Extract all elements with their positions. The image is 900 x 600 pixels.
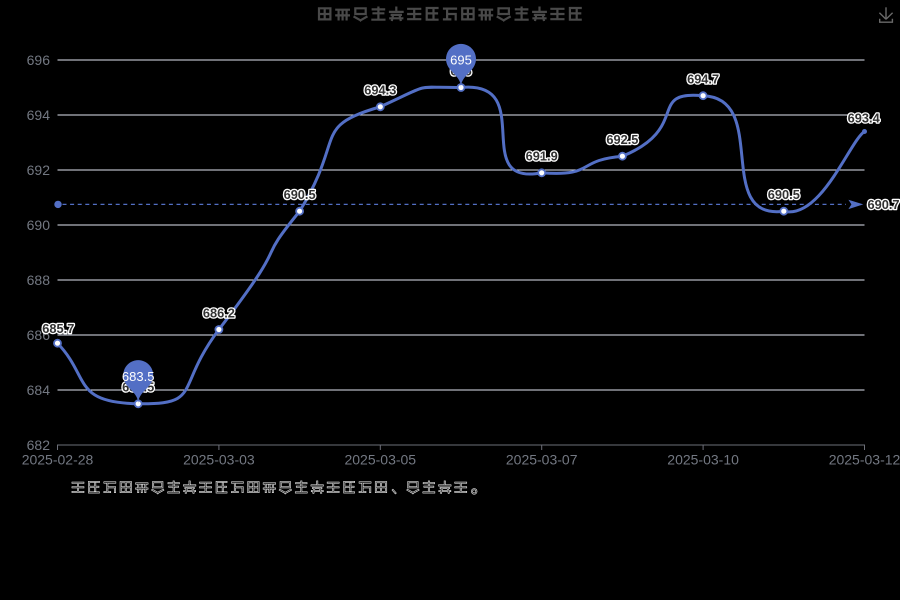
svg-text:694.7: 694.7 [687,72,719,87]
svg-text:690: 690 [27,217,51,233]
svg-text:2025-03-05: 2025-03-05 [344,452,416,468]
svg-text:686: 686 [27,327,51,343]
svg-text:694.3: 694.3 [364,83,396,98]
svg-text:682: 682 [27,437,51,453]
svg-text:683.5: 683.5 [122,369,155,384]
svg-text:684: 684 [27,382,51,398]
svg-text:690.5: 690.5 [284,187,316,202]
svg-text:695: 695 [450,53,472,68]
svg-text:694: 694 [27,107,51,123]
svg-text:685.7: 685.7 [42,321,74,336]
svg-text:691.9: 691.9 [526,149,558,164]
svg-text:688: 688 [27,272,51,288]
svg-text:2025-03-12: 2025-03-12 [829,452,900,468]
svg-text:2025-03-07: 2025-03-07 [506,452,578,468]
svg-text:696: 696 [27,52,51,68]
svg-text:690.5: 690.5 [768,187,800,202]
svg-text:692: 692 [27,162,51,178]
svg-text:2025-02-28: 2025-02-28 [22,452,94,468]
svg-text:692.5: 692.5 [606,132,638,147]
svg-text:693.4: 693.4 [848,111,881,126]
svg-text:2025-03-10: 2025-03-10 [667,452,739,468]
svg-text:686.2: 686.2 [203,305,235,320]
svg-text:2025-03-03: 2025-03-03 [183,452,255,468]
svg-text:690.7: 690.7 [868,197,900,212]
